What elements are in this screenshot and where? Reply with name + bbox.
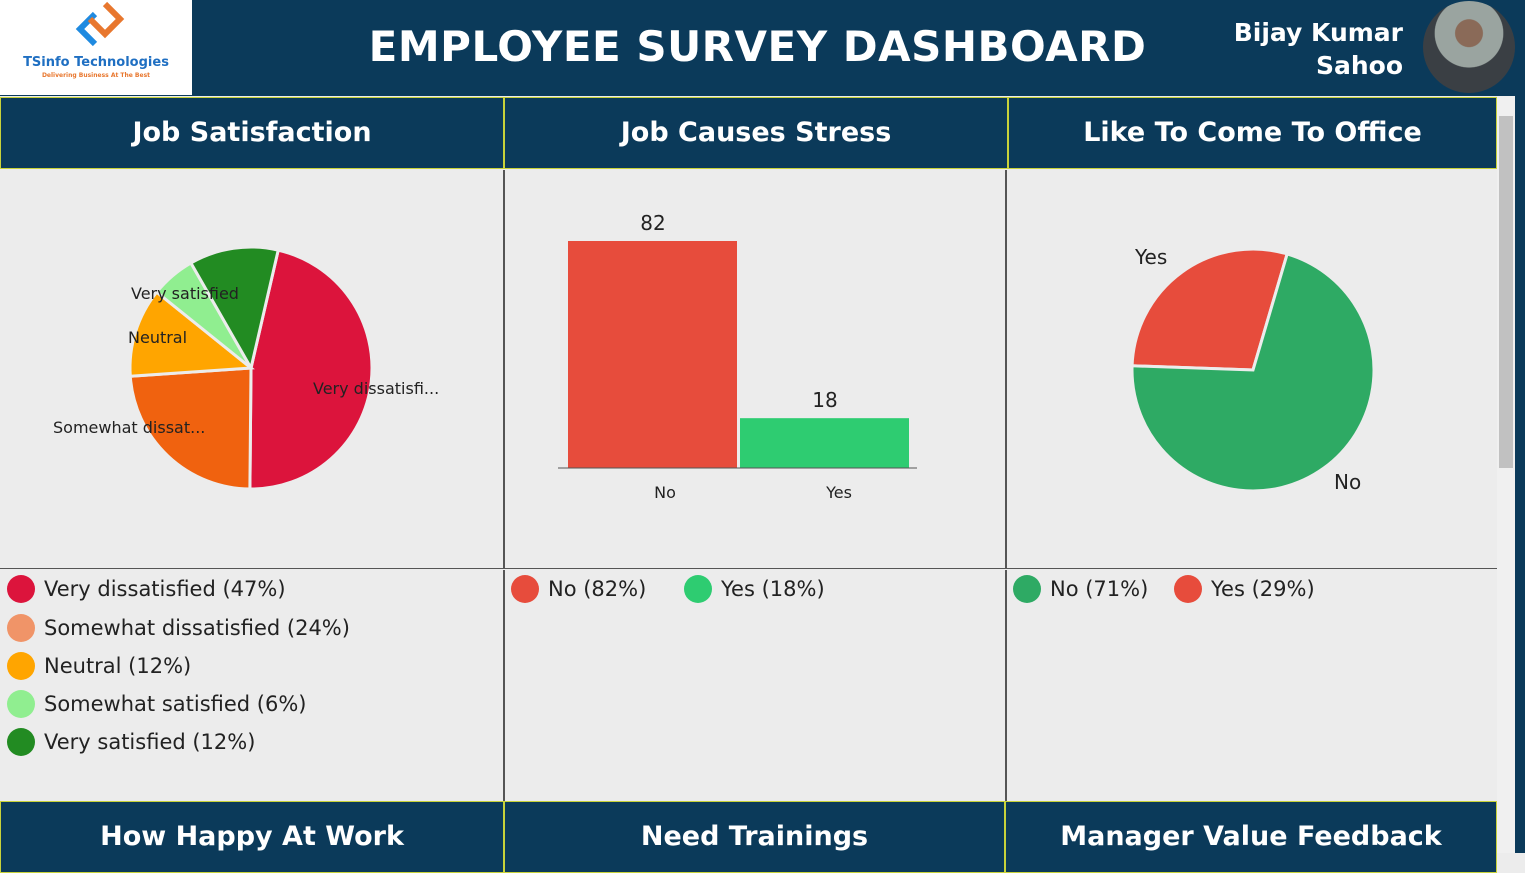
pie-slice-no[interactable] [1130,252,1376,493]
vertical-scrollbar[interactable] [1497,96,1515,853]
job-stress-chart: 82 No 18 Yes [505,170,1007,569]
legend-label: Neutral (12%) [44,654,192,678]
legend-label: No (71%) [1050,577,1149,601]
legend-item[interactable]: No (71%) [1013,575,1148,603]
slice-label: No [1334,470,1361,494]
panel-header-trainings: Need Trainings [504,801,1005,873]
panel-header-happy: How Happy At Work [0,801,504,873]
logo-tagline: Delivering Business At The Best [41,72,151,79]
legend-label: Somewhat dissatisfied (24%) [44,616,350,640]
panel-header-job-satisfaction: Job Satisfaction [0,97,504,169]
legend-dot [7,614,35,642]
legend-dot [7,728,35,756]
user-name-line1: Bijay Kumar [1233,18,1403,47]
legend-label: Somewhat satisfied (6%) [44,692,307,716]
legend-item[interactable]: Yes (29%) [1174,575,1315,603]
legend-label: Yes (29%) [1211,577,1315,601]
job-satisfaction-chart: Very satisfied Neutral Very dissatisfi... S… [0,170,505,569]
slice-label: Very satisfied [131,284,239,303]
office-chart: Yes No [1007,170,1497,569]
pie-slice-somewhat-dissatisfied[interactable] [128,366,253,491]
job-satisfaction-legend: Very dissatisfied (47%) Somewhat dissati… [0,570,505,801]
header: TSinfo Technologies Delivering Business … [0,0,1525,96]
legend-dot [511,575,539,603]
legend-dot [1013,575,1041,603]
avatar[interactable] [1423,1,1515,93]
scrollbar-thumb[interactable] [1499,116,1513,468]
x-tick-label: No [654,483,676,502]
legend-item[interactable]: No (82%) [511,575,646,603]
page-title: EMPLOYEE SURVEY DASHBOARD [368,22,1147,71]
pie-slice-neutral[interactable] [128,290,255,378]
legend-dot [684,575,712,603]
legend-dot [7,690,35,718]
legend-item[interactable]: Somewhat dissatisfied (24%) [7,614,350,642]
legend-dot [1174,575,1202,603]
company-logo: TSinfo Technologies Delivering Business … [0,0,192,95]
bar-no[interactable] [568,241,737,468]
legend-label: Very satisfied (12%) [44,730,256,754]
pie-slice-very-satisfied[interactable] [188,245,281,373]
legend-label: Yes (18%) [721,577,825,601]
legend-item[interactable]: Neutral (12%) [7,652,191,680]
bar-data-label: 18 [812,388,837,412]
user-name-line2: Sahoo [1315,51,1403,80]
user-name: Bijay Kumar Sahoo [1234,16,1403,82]
job-stress-legend: No (82%) Yes (18%) [505,570,1007,801]
bar-data-label: 82 [640,211,665,235]
legend-item[interactable]: Somewhat satisfied (6%) [7,690,307,718]
legend-item[interactable]: Yes (18%) [684,575,825,603]
bar-yes[interactable] [740,418,909,468]
logo-icon [75,1,125,47]
legend-dot [7,575,35,603]
office-legend: No (71%) Yes (29%) [1007,570,1497,801]
legend-label: No (82%) [548,577,647,601]
panel-header-office: Like To Come To Office [1008,97,1497,169]
window-edge [1515,96,1525,853]
legend-label: Very dissatisfied (47%) [44,577,286,601]
x-tick-label: Yes [825,483,852,502]
panel-header-manager: Manager Value Feedback [1005,801,1497,873]
slice-label: Neutral [128,328,187,347]
slice-label: Very dissatisfi... [313,379,439,398]
pie-slice-yes[interactable] [1130,247,1290,372]
logo-name: TSinfo Technologies [23,55,169,70]
legend-dot [7,652,35,680]
legend-item[interactable]: Very dissatisfied (47%) [7,575,286,603]
slice-label: Somewhat dissat... [53,418,205,437]
panel-header-job-stress: Job Causes Stress [504,97,1008,169]
legend-item[interactable]: Very satisfied (12%) [7,728,255,756]
slice-label: Yes [1134,245,1167,269]
pie-slice-very-dissatisfied[interactable] [248,248,374,491]
